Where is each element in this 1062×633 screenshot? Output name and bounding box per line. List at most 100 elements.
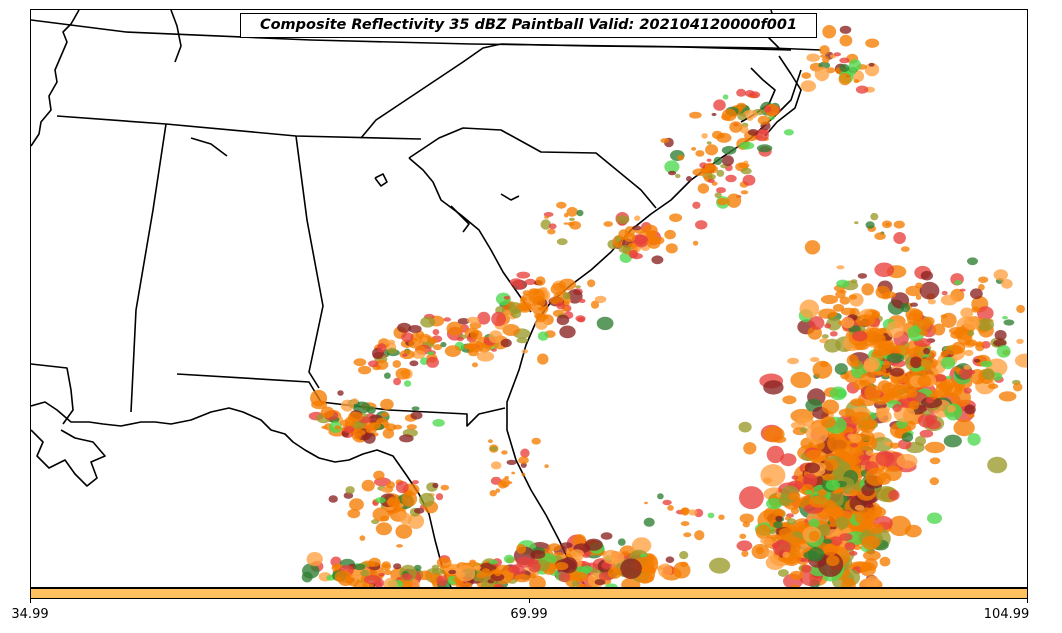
reflectivity-blob (849, 489, 859, 497)
reflectivity-blob (839, 289, 847, 294)
reflectivity-blob (808, 530, 820, 542)
reflectivity-blob (917, 375, 932, 387)
reflectivity-blob (893, 220, 905, 229)
reflectivity-blob (691, 147, 697, 151)
reflectivity-blob (590, 300, 600, 309)
reflectivity-blob (841, 317, 855, 329)
reflectivity-blob (436, 557, 452, 569)
lake-central (500, 193, 520, 201)
reflectivity-blob (531, 437, 541, 445)
reflectivity-blob (631, 225, 642, 231)
reflectivity-blob (901, 432, 914, 443)
reflectivity-blob (736, 88, 746, 97)
reflectivity-blob (493, 584, 504, 587)
reflectivity-blob (865, 38, 880, 48)
reflectivity-blob (848, 551, 858, 556)
reflectivity-blob (820, 294, 839, 305)
reflectivity-blob (399, 434, 414, 443)
reflectivity-blob (826, 555, 840, 567)
reflectivity-blob (998, 391, 1017, 402)
reflectivity-blob (943, 434, 962, 448)
reflectivity-blob (495, 488, 501, 493)
reflectivity-blob (662, 499, 672, 506)
reflectivity-blob (879, 556, 891, 567)
reflectivity-blob (829, 536, 843, 546)
reflectivity-blob (765, 549, 775, 558)
reflectivity-blob (491, 348, 497, 352)
reflectivity-blob (565, 553, 573, 558)
reflectivity-blob (807, 326, 822, 340)
reflectivity-blob (940, 294, 958, 306)
reflectivity-blob (529, 575, 546, 587)
reflectivity-blob (409, 360, 419, 367)
reflectivity-blob (882, 360, 891, 369)
lake-okeechobee-area (374, 173, 388, 187)
reflectivity-blob (743, 442, 757, 455)
reflectivity-blob (821, 399, 840, 415)
reflectivity-blob (407, 513, 425, 529)
boundary-al-ga (295, 135, 324, 389)
reflectivity-blob (719, 133, 725, 139)
reflectivity-blob (889, 367, 905, 377)
reflectivity-blob (563, 222, 568, 225)
reflectivity-blob (946, 404, 956, 413)
reflectivity-blob (364, 575, 382, 585)
reflectivity-blob (835, 516, 849, 530)
reflectivity-blob (366, 406, 376, 414)
reflectivity-blob (854, 507, 876, 526)
reflectivity-blob (618, 229, 629, 240)
reflectivity-blob (721, 145, 737, 155)
reflectivity-blob (636, 573, 655, 583)
reflectivity-blob (566, 206, 578, 217)
reflectivity-blob (378, 573, 385, 577)
reflectivity-blob (516, 544, 527, 554)
reflectivity-blob (834, 448, 847, 457)
reflectivity-blob (386, 339, 396, 345)
reflectivity-blob (673, 561, 691, 579)
reflectivity-blob (603, 221, 613, 227)
reflectivity-blob (801, 564, 812, 573)
reflectivity-blob (721, 108, 737, 122)
reflectivity-blob (337, 390, 344, 396)
reflectivity-blob (772, 509, 786, 517)
reflectivity-blob (436, 575, 448, 587)
reflectivity-blob (927, 299, 936, 305)
reflectivity-blob (851, 330, 868, 342)
reflectivity-blob (922, 316, 935, 327)
reflectivity-blob (386, 481, 396, 489)
reflectivity-blob (959, 288, 966, 292)
reflectivity-blob (420, 316, 436, 328)
reflectivity-blob (839, 533, 853, 542)
reflectivity-blob (945, 375, 952, 380)
reflectivity-blob (647, 237, 661, 249)
reflectivity-blob (766, 445, 785, 464)
reflectivity-blob (907, 325, 925, 342)
reflectivity-blob (560, 542, 573, 549)
reflectivity-blob (353, 580, 368, 587)
reflectivity-blob (520, 448, 530, 458)
reflectivity-blob (857, 273, 868, 279)
boundary-ms-al (130, 123, 167, 413)
reflectivity-blob (819, 45, 830, 56)
reflectivity-blob (706, 158, 712, 162)
reflectivity-blob (556, 201, 567, 209)
boundary-nc-va (500, 43, 792, 51)
reflectivity-blob (395, 367, 411, 380)
reflectivity-blob (474, 565, 482, 570)
reflectivity-blob (742, 521, 750, 528)
reflectivity-blob (618, 245, 632, 254)
reflectivity-blob (860, 434, 871, 442)
reflectivity-blob (504, 476, 510, 480)
reflectivity-blob (490, 461, 502, 470)
reflectivity-blob (395, 524, 413, 539)
reflectivity-blob (910, 356, 922, 369)
reflectivity-blob (677, 154, 684, 161)
reflectivity-blob (427, 351, 435, 356)
reflectivity-blob (822, 538, 833, 544)
reflectivity-blob (382, 428, 395, 439)
reflectivity-blob (1013, 382, 1023, 392)
reflectivity-blob (851, 411, 872, 426)
reflectivity-blob (827, 433, 848, 453)
reflectivity-blob (349, 498, 364, 511)
reflectivity-blob (864, 384, 881, 402)
